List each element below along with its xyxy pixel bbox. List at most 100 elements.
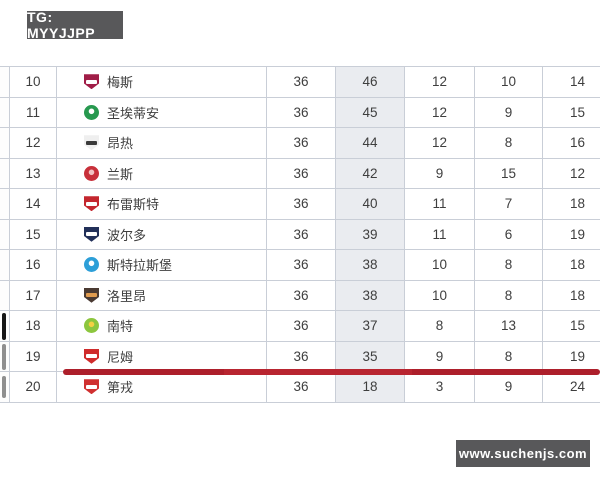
- played-cell: 36: [267, 280, 336, 310]
- played-cell: 36: [267, 189, 336, 219]
- points-cell: 44: [336, 128, 405, 158]
- cropped-left-column-cell: [0, 97, 10, 127]
- points-cell: 42: [336, 158, 405, 188]
- draws-cell: 6: [475, 219, 543, 249]
- table-row: 17 洛里昂 36 38 10 8 18: [0, 280, 600, 311]
- played-cell: 36: [267, 97, 336, 127]
- wins-cell: 8: [405, 311, 475, 341]
- losses-cell: 18: [569, 257, 586, 273]
- crest-band: [86, 79, 97, 84]
- wins-cell: 12: [405, 97, 475, 127]
- losses-cell: 24: [569, 379, 586, 395]
- rank-cell: 16: [10, 250, 57, 280]
- wins-cell: 10: [405, 250, 475, 280]
- team-name: 斯特拉斯堡: [107, 258, 173, 274]
- table-row: 15 波尔多 36 39 11 6 19: [0, 219, 600, 250]
- points-cell: 38: [336, 250, 405, 280]
- rank-cell: 12: [10, 128, 57, 158]
- rank-cell: 19: [10, 341, 57, 371]
- pen-mark: [2, 344, 6, 370]
- losses-cell: 19: [569, 348, 586, 364]
- team-cell: 布雷斯特: [57, 189, 267, 219]
- draws-cell: 8: [475, 250, 543, 280]
- wins-cell: 3: [405, 372, 475, 402]
- losses-cell: 18: [569, 196, 586, 212]
- cropped-left-column-cell: [0, 280, 10, 310]
- draws-cell: 9: [475, 97, 543, 127]
- played-cell: 36: [267, 158, 336, 188]
- table-row: 10 梅斯 36 46 12 10 14: [0, 67, 600, 98]
- points-cell: 46: [336, 67, 405, 97]
- team-cell: 兰斯: [57, 158, 267, 188]
- team-cell: 昂热: [57, 128, 267, 158]
- rank-cell: 17: [10, 280, 57, 310]
- brest-crest-icon: [84, 196, 99, 212]
- played-cell: 36: [267, 250, 336, 280]
- telegram-watermark-badge: TG: MYYJJPP: [27, 9, 123, 41]
- rank-cell: 13: [10, 158, 57, 188]
- pen-mark: [2, 313, 6, 340]
- nimes-crest-icon: [84, 348, 99, 364]
- team-name: 南特: [107, 319, 134, 335]
- team-cell: 第戎: [57, 372, 267, 402]
- pen-mark: [2, 376, 6, 398]
- rank-cell: 15: [10, 219, 57, 249]
- crest-band: [86, 354, 97, 359]
- team-name: 兰斯: [107, 166, 134, 182]
- wins-cell: 11: [405, 189, 475, 219]
- played-cell: 36: [267, 311, 336, 341]
- metz-crest-icon: [84, 74, 99, 90]
- team-name: 波尔多: [107, 227, 147, 243]
- reims-crest-icon: [84, 165, 99, 181]
- table-row: 16 斯特拉斯堡 36 38 10 8 18: [0, 250, 600, 281]
- table-row: 11 圣埃蒂安 36 45 12 9 15: [0, 97, 600, 128]
- saint-etienne-crest-icon: [84, 104, 99, 120]
- table-row: 20 第戎 36 18 3 9 24: [0, 372, 600, 403]
- site-watermark-badge: www.suchenjs.com: [456, 440, 590, 467]
- rank-cell: 20: [10, 372, 57, 402]
- team-cell: 圣埃蒂安: [57, 97, 267, 127]
- team-cell: 斯特拉斯堡: [57, 250, 267, 280]
- nantes-crest-icon: [84, 318, 99, 334]
- wins-cell: 10: [405, 280, 475, 310]
- draws-cell: 8: [475, 280, 543, 310]
- crest-band: [86, 293, 97, 298]
- points-cell: 39: [336, 219, 405, 249]
- points-cell: 40: [336, 189, 405, 219]
- table-row: 19 尼姆 36 35 9 8 19: [0, 341, 600, 372]
- crest-band: [86, 232, 97, 237]
- table-row: 14 布雷斯特 36 40 11 7 18: [0, 189, 600, 220]
- losses-cell: 15: [569, 104, 586, 120]
- points-cell: 38: [336, 280, 405, 310]
- points-cell: 37: [336, 311, 405, 341]
- team-name: 昂热: [107, 136, 134, 152]
- team-name: 第戎: [107, 380, 134, 396]
- cropped-left-column-cell: [0, 128, 10, 158]
- team-name: 布雷斯特: [107, 197, 160, 213]
- draws-cell: 10: [475, 67, 543, 97]
- draws-cell: 8: [475, 341, 543, 371]
- cropped-left-column-cell: [0, 158, 10, 188]
- losses-cell: 14: [569, 74, 586, 90]
- wins-cell: 9: [405, 158, 475, 188]
- draws-cell: 8: [475, 128, 543, 158]
- losses-cell: 19: [569, 226, 586, 242]
- team-cell: 波尔多: [57, 219, 267, 249]
- angers-crest-icon: [84, 135, 99, 151]
- points-cell: 35: [336, 341, 405, 371]
- team-cell: 尼姆: [57, 341, 267, 371]
- played-cell: 36: [267, 128, 336, 158]
- cropped-left-column-cell: [0, 67, 10, 97]
- played-cell: 36: [267, 219, 336, 249]
- played-cell: 36: [267, 372, 336, 402]
- losses-cell: 18: [569, 287, 586, 303]
- draws-cell: 13: [475, 311, 543, 341]
- played-cell: 36: [267, 67, 336, 97]
- rank-cell: 11: [10, 97, 57, 127]
- team-name: 圣埃蒂安: [107, 105, 160, 121]
- losses-cell: 12: [569, 165, 586, 181]
- cropped-left-column-cell: [0, 250, 10, 280]
- team-name: 尼姆: [107, 349, 134, 365]
- points-cell: 45: [336, 97, 405, 127]
